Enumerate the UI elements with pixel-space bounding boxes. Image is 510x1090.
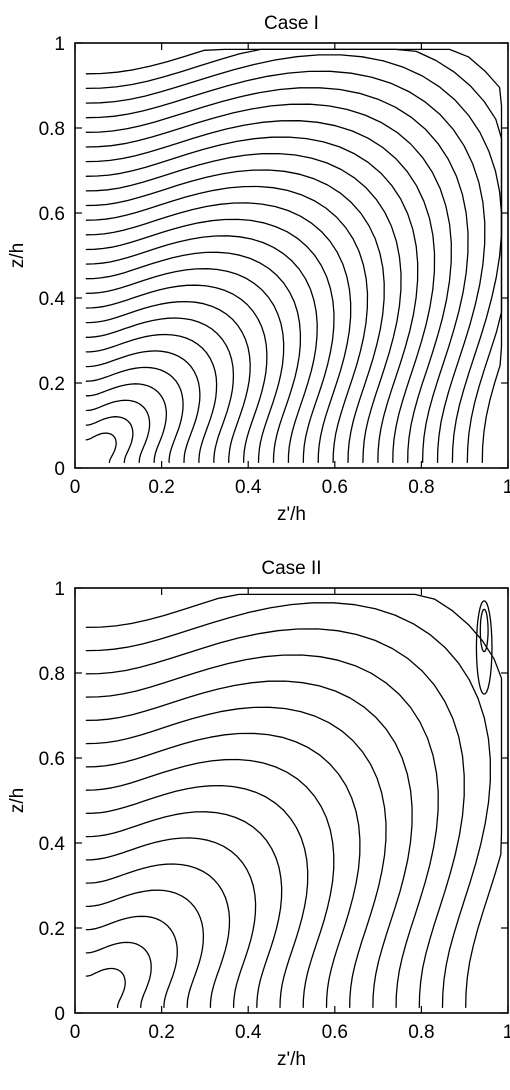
plot-area-case-1 [74,42,509,469]
contour-line [85,399,151,463]
contour-line [85,967,126,1008]
x-axis-label-case-2: z'/h [277,1049,306,1070]
contour-line [85,654,439,1008]
y-tick-label: 0.6 [39,749,65,770]
y-tick-label: 0.2 [39,919,65,940]
x-axis-label-case-1: z'/h [277,504,306,525]
x-tick-label: 0.8 [408,1022,434,1043]
y-tick-label: 1 [54,579,65,600]
y-tick-label: 0 [54,1004,65,1025]
y-axis-label-case-2: z/h [7,788,28,813]
contour-lines-case-2 [85,593,503,1008]
contour-line [85,87,469,463]
contour-line [85,103,452,463]
contour-line [85,432,117,463]
contour-line [85,235,318,463]
x-tick-labels-case-1: 0 0.2 0.4 0.6 0.8 1 [70,477,510,498]
y-tick-label: 0.8 [39,119,65,140]
x-tick-label: 1 [503,477,510,498]
contour-line [85,366,184,463]
contour-line [85,602,491,1008]
contour-line [85,333,218,463]
contour-line [85,268,285,463]
x-tick-label: 0 [70,1022,81,1043]
contour-line [85,54,503,463]
contour-line [85,706,387,1008]
contour-line [85,416,134,463]
x-tick-label: 1 [503,1022,510,1043]
contour-lines-case-1 [85,48,503,463]
x-tick-label: 0.4 [235,477,262,498]
contour-line [85,915,178,1008]
contour-line [85,383,168,463]
contour-plot-case-1-svg: 0 0.2 0.4 0.6 0.8 1 0 0.2 0.4 0.6 0.8 1 Case I z'/… [7,13,510,525]
contour-loop [475,600,493,695]
contour-line [85,811,283,1008]
contour-line [85,218,335,463]
contour-plot-case-2-svg: 0 0.2 0.4 0.6 0.8 1 0 0.2 0.4 0.6 0.8 1 Case II z'… [7,558,510,1070]
ticks-case-1 [74,42,509,469]
y-tick-label: 0.4 [39,289,66,310]
contour-line [85,300,251,463]
y-tick-labels-case-2: 0 0.2 0.4 0.6 0.8 1 [39,579,66,1025]
contour-line [85,350,201,463]
contour-line [85,732,361,1008]
contour-line [85,185,369,463]
x-tick-label: 0 [70,477,81,498]
contour-line [85,136,419,463]
plot-area-case-2 [74,587,509,1014]
contour-line [85,758,335,1008]
y-tick-label: 0.6 [39,204,65,225]
x-tick-label: 0.2 [148,1022,174,1043]
ticks-case-2 [74,587,509,1014]
contour-loop-inner [479,608,489,653]
chart-title-case-1: Case I [264,13,319,34]
contour-line [85,941,152,1008]
y-tick-labels-case-1: 0 0.2 0.4 0.6 0.8 1 [39,34,66,480]
contour-line [85,680,413,1008]
contour-plot-case-2: 0 0.2 0.4 0.6 0.8 1 0 0.2 0.4 0.6 0.8 1 Case II z'… [0,545,510,1090]
contour-line [85,628,465,1008]
x-tick-labels-case-2: 0 0.2 0.4 0.6 0.8 1 [70,1022,510,1043]
contour-line [85,889,205,1008]
contour-line [85,863,231,1008]
contour-line [85,251,302,463]
contour-line [85,152,402,463]
y-tick-label: 0.8 [39,664,65,685]
x-tick-label: 0.2 [148,477,174,498]
contour-line [85,593,503,1008]
contour-line [85,48,503,463]
chart-title-case-2: Case II [261,558,321,579]
y-tick-label: 1 [54,34,65,55]
x-tick-label: 0.8 [408,477,434,498]
y-axis-label-case-1: z/h [7,243,28,268]
y-tick-label: 0 [54,459,65,480]
x-tick-label: 0.4 [235,1022,262,1043]
contour-line [85,317,235,463]
contour-line [85,120,436,463]
y-tick-label: 0.2 [39,374,65,395]
contour-line [85,169,385,463]
y-tick-label: 0.4 [39,834,66,855]
contour-line [85,202,352,463]
contour-line [85,70,486,463]
x-tick-label: 0.6 [322,477,348,498]
contour-line [85,837,257,1008]
contour-line [85,48,503,463]
contour-line [85,784,309,1008]
contour-line [85,284,268,463]
x-tick-label: 0.6 [322,1022,348,1043]
contour-plot-case-1: 0 0.2 0.4 0.6 0.8 1 0 0.2 0.4 0.6 0.8 1 Case I z'/… [7,13,510,525]
